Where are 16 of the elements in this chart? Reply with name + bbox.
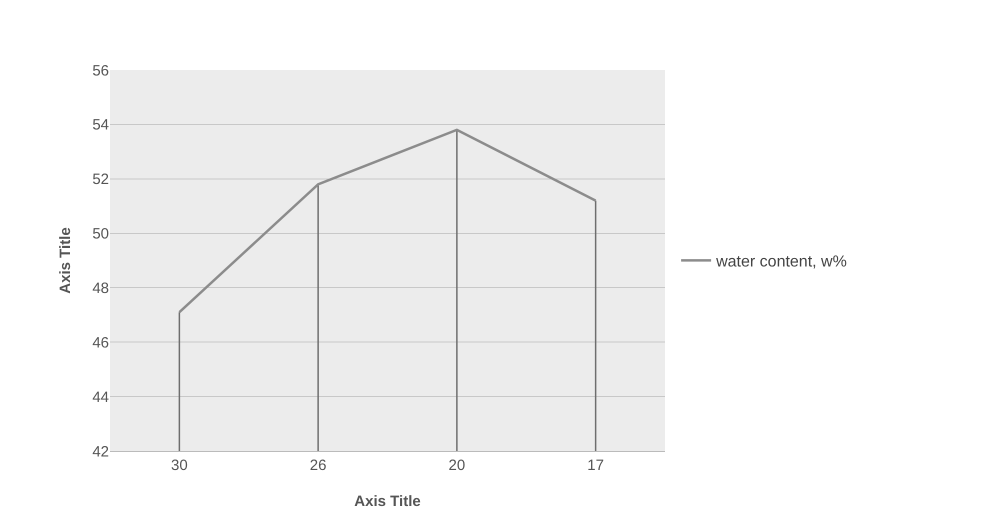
y-tick-label: 50	[92, 226, 109, 243]
y-tick-label: 42	[92, 443, 109, 460]
y-axis-title: Axis Title	[57, 227, 74, 294]
line-series	[178, 128, 597, 314]
y-tick-label: 52	[92, 171, 109, 188]
y-tick-label: 54	[92, 116, 109, 134]
x-tick-label: 20	[448, 457, 466, 474]
y-tick-label: 56	[92, 62, 109, 80]
y-tick-label: 44	[92, 388, 109, 406]
x-tick-label: 30	[171, 457, 188, 474]
x-tick-label: 17	[587, 457, 604, 474]
legend-label: water content, w%	[715, 254, 847, 271]
y-tick-label: 46	[92, 334, 109, 352]
x-tick-label: 26	[310, 457, 326, 474]
y-tick-label: 48	[92, 280, 109, 297]
x-axis-title: Axis Title	[354, 493, 421, 510]
